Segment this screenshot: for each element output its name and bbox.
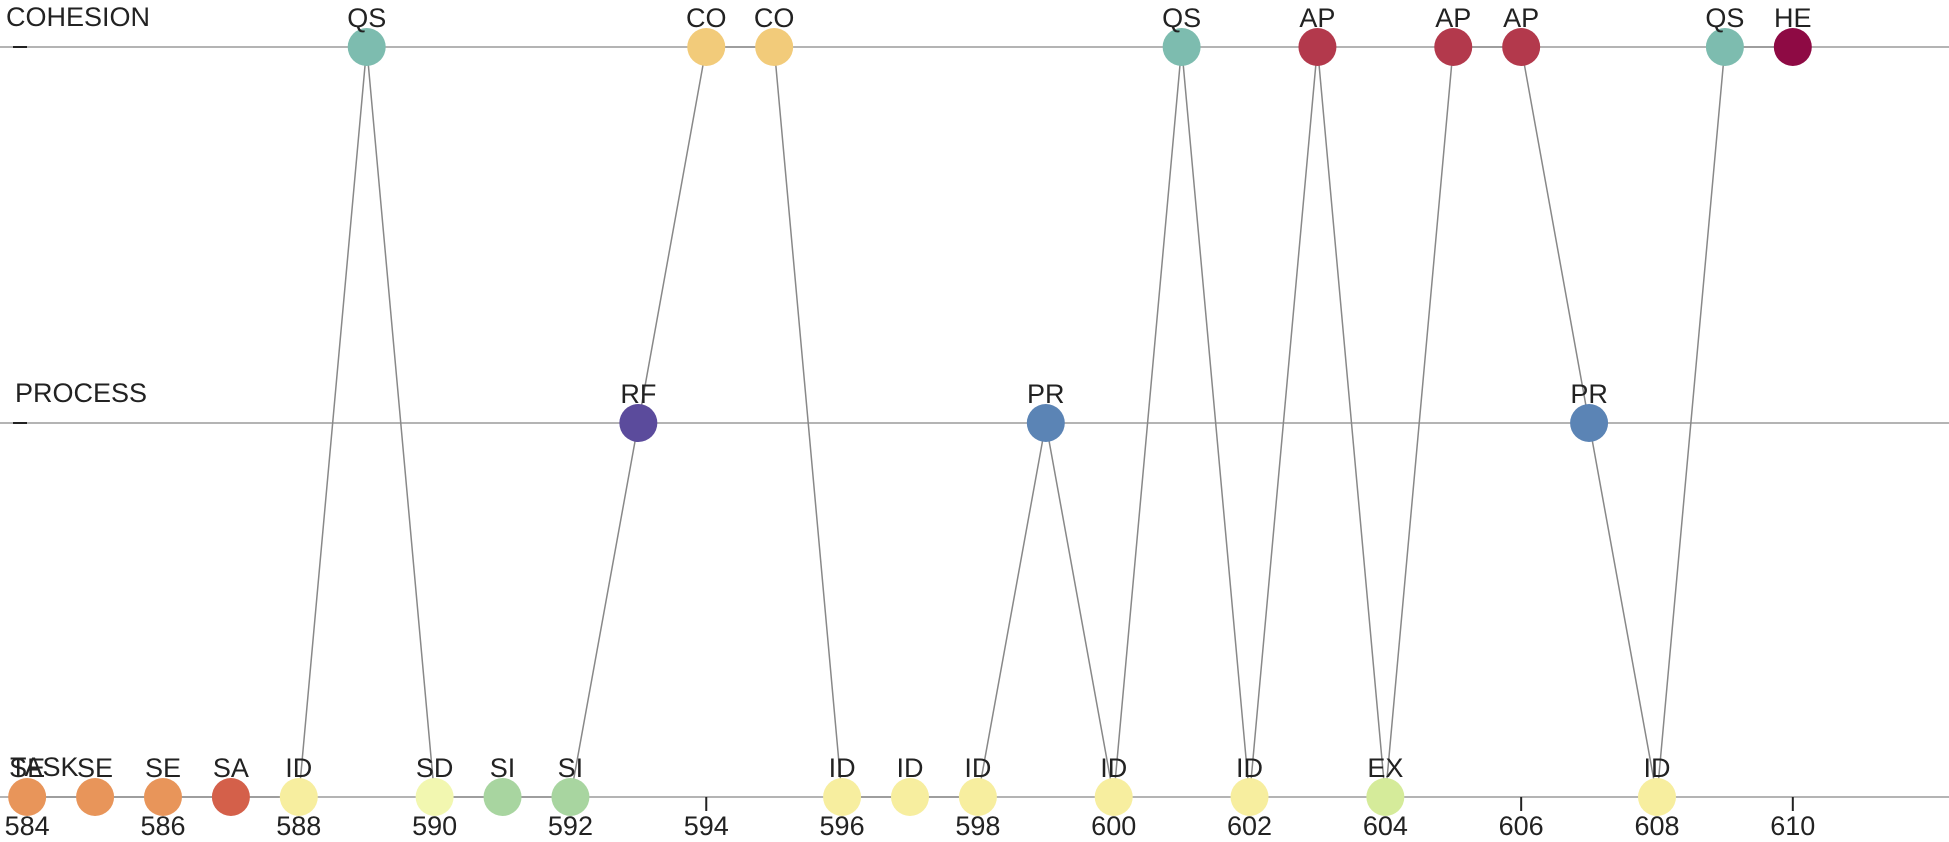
- x-tick-label: 602: [1227, 811, 1272, 841]
- event-point: [958, 778, 997, 816]
- x-tick-label: 592: [548, 811, 593, 841]
- lane-label: PROCESS: [15, 378, 147, 408]
- x-tick-label: 586: [140, 811, 185, 841]
- event-label: SD: [416, 753, 454, 783]
- event-label: SA: [213, 753, 249, 783]
- event-label: CO: [754, 3, 795, 33]
- x-tick-label: 584: [5, 811, 50, 841]
- event-label: PR: [1570, 379, 1608, 409]
- event-point: [279, 778, 318, 816]
- event-label: ID: [896, 753, 923, 783]
- event-point: [1230, 778, 1269, 816]
- event-point: [755, 28, 794, 66]
- event-label: PR: [1027, 379, 1065, 409]
- event-label: SI: [558, 753, 584, 783]
- event-label: SI: [490, 753, 516, 783]
- event-point: [1705, 28, 1744, 66]
- event-point: [1162, 28, 1201, 66]
- x-tick-label: 608: [1634, 811, 1679, 841]
- x-tick-label: 610: [1770, 811, 1815, 841]
- event-label: SE: [145, 753, 181, 783]
- x-tick-label: 598: [955, 811, 1000, 841]
- event-label: ID: [285, 753, 312, 783]
- connector: [27, 46, 1793, 798]
- event-point: [8, 778, 47, 816]
- event-point: [619, 404, 658, 442]
- x-tick-label: 604: [1363, 811, 1408, 841]
- event-label: AP: [1299, 3, 1335, 33]
- event-point: [1570, 404, 1609, 442]
- event-label: QS: [347, 3, 386, 33]
- event-label: ID: [964, 753, 991, 783]
- x-tick-label: 588: [276, 811, 321, 841]
- event-point: [1298, 28, 1337, 66]
- event-label: CO: [686, 3, 727, 33]
- event-label: SE: [9, 753, 45, 783]
- event-label: ID: [1100, 753, 1127, 783]
- event-point: [1773, 28, 1812, 66]
- lane-label: COHESION: [6, 2, 150, 32]
- event-point: [1026, 404, 1065, 442]
- event-point: [1094, 778, 1133, 816]
- event-point: [1366, 778, 1405, 816]
- event-label: QS: [1162, 3, 1201, 33]
- event-point: [1502, 28, 1541, 66]
- event-point: [347, 28, 386, 66]
- event-point: [415, 778, 454, 816]
- event-point: [483, 778, 522, 816]
- event-label: ID: [829, 753, 856, 783]
- event-point: [687, 28, 726, 66]
- event-label: RF: [620, 379, 656, 409]
- event-label: SE: [77, 753, 113, 783]
- event-label: ID: [1236, 753, 1263, 783]
- event-point: [823, 778, 862, 816]
- x-tick-label: 600: [1091, 811, 1136, 841]
- x-tick-label: 606: [1499, 811, 1544, 841]
- event-point: [1637, 778, 1676, 816]
- x-tick-label: 590: [412, 811, 457, 841]
- event-label: QS: [1705, 3, 1744, 33]
- event-point: [1434, 28, 1473, 66]
- event-point: [143, 778, 182, 816]
- event-point: [76, 778, 115, 816]
- event-point: [211, 778, 250, 816]
- event-point: [551, 778, 590, 816]
- x-tick-label: 594: [684, 811, 729, 841]
- event-point: [890, 778, 929, 816]
- x-tick-label: 596: [820, 811, 865, 841]
- lane-label: TASK: [10, 752, 79, 782]
- event-label: AP: [1435, 3, 1471, 33]
- event-label: EX: [1367, 753, 1403, 783]
- event-label: HE: [1774, 3, 1812, 33]
- event-label: ID: [1643, 753, 1670, 783]
- event-label: AP: [1503, 3, 1539, 33]
